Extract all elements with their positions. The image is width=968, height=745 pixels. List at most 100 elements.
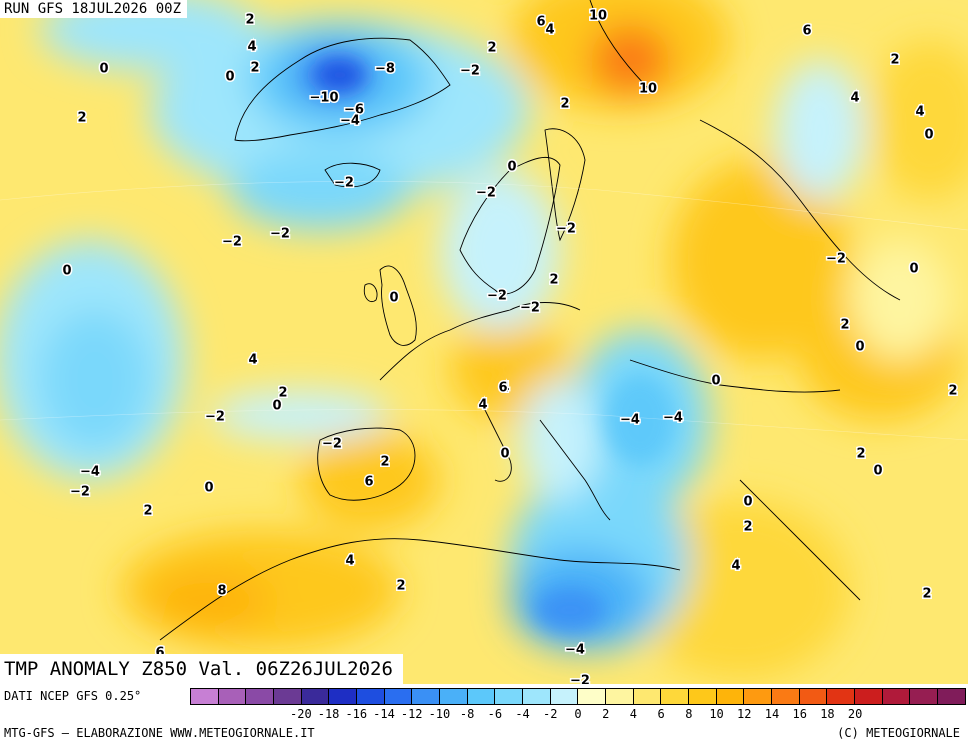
isoline-label: −2 [270, 227, 290, 242]
legend-swatch [772, 689, 800, 704]
legend-tick-label: 18 [820, 707, 835, 721]
legend-swatch [633, 689, 662, 704]
legend-swatch [938, 689, 965, 704]
data-source-label: DATI NCEP GFS 0.25° [4, 689, 142, 703]
legend-swatch [440, 689, 468, 704]
legend-tick-label: -10 [428, 707, 451, 721]
isoline-label: 6 [536, 15, 545, 30]
isoline-label: 4 [478, 398, 487, 413]
isoline-label: 0 [389, 291, 398, 306]
coastlines [159, 0, 901, 641]
legend-swatch [578, 689, 607, 704]
isoline-label: −4 [620, 413, 640, 428]
isoline-label: −2 [520, 301, 540, 316]
isoline-label: 6 [802, 24, 811, 39]
legend-swatch [882, 689, 911, 704]
legend-swatch [799, 689, 828, 704]
isoline-label: 8 [217, 584, 226, 599]
isoline-label: −2 [322, 437, 342, 452]
isoline-label: −2 [222, 235, 242, 250]
isoline-label: 0 [225, 70, 234, 85]
legend-swatch [357, 689, 385, 704]
legend-swatch [744, 689, 773, 704]
isoline-label: 2 [250, 61, 259, 76]
legend-tick-labels: -20 -18 -16 -14 -12 -10 -8 -6 -4 -2 0 2 4 6 8 10 12 14 16 1… [190, 707, 966, 723]
isoline-label: 4 [731, 559, 740, 574]
isoline-label: 2 [487, 41, 496, 56]
legend-swatch [495, 689, 524, 704]
isoline-label: −2 [334, 176, 354, 191]
isoline-label: 2 [245, 13, 254, 28]
legend-swatch [716, 689, 745, 704]
legend-tick-label: -12 [400, 707, 423, 721]
isoline-label: 2 [77, 111, 86, 126]
legend-swatch [689, 689, 717, 704]
isoline-label: 4 [850, 91, 859, 106]
legend-tick-label: -2 [543, 707, 558, 721]
legend-tick-label: 6 [657, 707, 665, 721]
isoline-label: −2 [570, 674, 590, 685]
legend-tick-label: -6 [487, 707, 503, 721]
legend-tick-label: -4 [515, 707, 530, 721]
legend-swatch [246, 689, 275, 704]
isoline-label: −4 [340, 114, 360, 129]
map-title: TMP ANOMALY Z850 Val. 06Z26JUL2026 [0, 654, 403, 684]
legend-swatch [827, 689, 856, 704]
isoline-label: −2 [460, 64, 480, 79]
isoline-label: −4 [565, 643, 585, 658]
legend-tick-label: 4 [629, 707, 638, 721]
isoline-label: 2 [840, 318, 849, 333]
isoline-label: 2 [380, 455, 389, 470]
legend-swatch [274, 689, 302, 704]
isoline-label: 2 [278, 386, 287, 401]
legend-tick-label: 10 [709, 707, 724, 721]
isoline-label: 2 [948, 384, 957, 399]
isoline-label: −2 [70, 485, 90, 500]
legend-swatch [301, 689, 330, 704]
credits-label: MTG-GFS – ELABORAZIONE WWW.METEOGIORNALE… [4, 726, 315, 740]
isoline-label: 2 [890, 53, 899, 68]
isoline-label: −2 [826, 252, 846, 267]
isoline-label: 4 [247, 40, 256, 55]
legend-tick-label: 20 [847, 707, 863, 721]
copyright-label: (C) METEOGIORNALE [837, 726, 960, 740]
isoline-label: −4 [80, 465, 100, 480]
isoline-labels: 240 2−10−8−6−4−22−2641010206−242−2−20−22−… [61, 7, 959, 685]
legend-tick-label: -16 [345, 707, 368, 721]
isoline-label: 6 [498, 381, 507, 396]
legend-swatch [218, 689, 247, 704]
isoline-label: 0 [743, 495, 752, 510]
isoline-label: −6 [344, 103, 364, 118]
isoline-label: 2 [396, 579, 405, 594]
isoline-label: 10 [639, 82, 657, 97]
isoline-label: 2 [922, 587, 931, 602]
legend-tick-label: -18 [317, 707, 340, 721]
isoline-label: −8 [375, 62, 395, 77]
isoline-label: 0 [204, 481, 213, 496]
isoline-label: 0 [272, 399, 281, 414]
isoline-label: −4 [663, 411, 683, 426]
legend-swatch [855, 689, 883, 704]
isoline-label: 4 [248, 353, 257, 368]
legend-swatch [550, 689, 579, 704]
isoline-label: 6 [364, 475, 373, 490]
isoline-label: 2 [560, 97, 569, 112]
color-scale-legend [190, 688, 966, 705]
legend-swatch [523, 689, 551, 704]
legend-swatch [467, 689, 496, 704]
temperature-anomaly-map: 240 2−10−8−6−4−22−2641010206−242−2−20−22−… [0, 0, 968, 684]
legend-tick-label: 8 [685, 707, 693, 721]
anomaly-field [0, 0, 968, 680]
legend-swatch [412, 689, 441, 704]
legend-swatch [191, 689, 219, 704]
legend-tick-label: 2 [602, 707, 610, 721]
isoline-label: 0 [924, 128, 933, 143]
isoline-label: 0 [711, 374, 720, 389]
isoline-label: 4 [345, 554, 354, 569]
isoline-label: 4 [500, 381, 509, 396]
legend-swatch [910, 689, 939, 704]
run-label: RUN GFS 18JUL2026 00Z [0, 0, 188, 18]
legend-tick-label: -20 [290, 707, 312, 721]
legend-tick-label: -8 [459, 707, 475, 721]
legend-swatch [661, 689, 690, 704]
